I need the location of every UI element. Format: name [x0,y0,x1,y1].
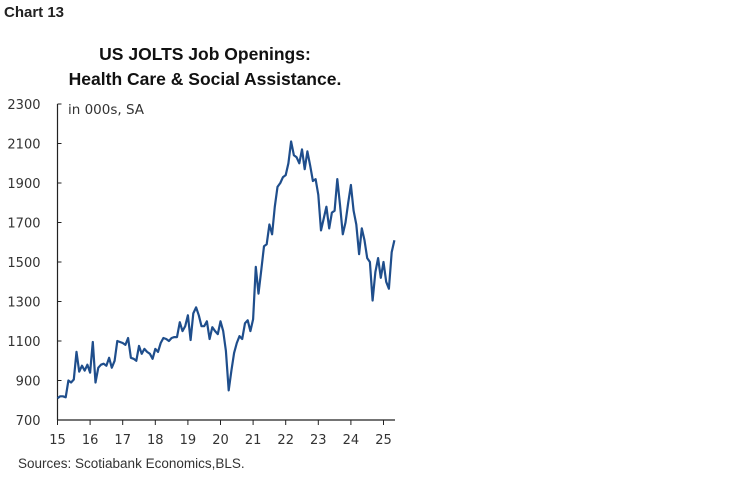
y-tick-label: 1500 [7,256,40,271]
y-tick-label: 2100 [7,138,40,153]
unit-label: in 000s, SA [68,102,145,118]
x-tick-label: 17 [114,433,131,448]
x-tick-label: 23 [310,433,327,448]
y-tick-label: 1100 [7,335,40,350]
chart-number: Chart 13 [4,4,65,21]
y-tick-label: 2300 [7,98,40,113]
y-tick-label: 1700 [7,217,40,232]
x-tick-label: 16 [82,433,99,448]
y-tick-label: 1300 [7,296,40,311]
chart-title-line-2: Health Care & Social Assistance. [68,69,342,89]
x-tick-label: 21 [245,433,262,448]
series-line [56,140,396,400]
y-tick-label: 1900 [7,177,40,192]
x-tick-label: 25 [375,433,392,448]
x-tick-label: 15 [49,433,66,448]
y-tick-label: 700 [16,414,41,429]
x-tick-label: 19 [180,433,197,448]
chart-title-line-1: US JOLTS Job Openings: [99,44,311,64]
y-tick-label: 900 [16,375,41,390]
chart-title: US JOLTS Job Openings: Health Care & Soc… [40,42,370,92]
x-tick-label: 24 [343,433,360,448]
x-tick-label: 22 [277,433,294,448]
x-tick-label: 20 [212,433,229,448]
x-tick-label: 18 [147,433,164,448]
source-note: Sources: Scotiabank Economics,BLS. [18,456,245,471]
